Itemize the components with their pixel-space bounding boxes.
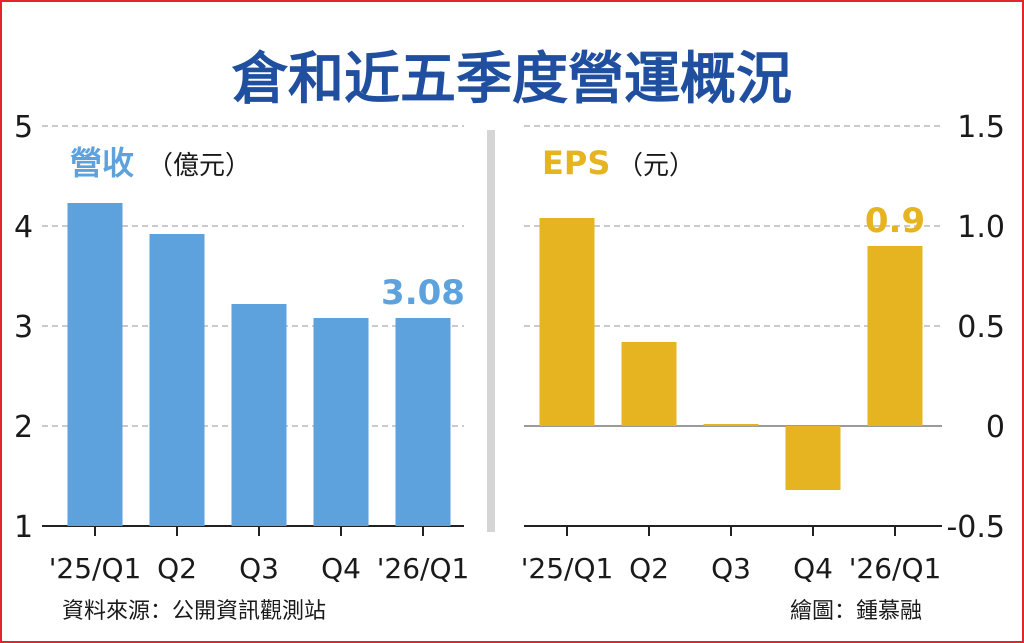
bar xyxy=(149,234,205,526)
eps-panel: -0.5 0 0.5 1.0 1.5 '25/Q1 Q2 Q3 Q4 '26/Q1 0.9 xyxy=(521,110,1005,585)
y-tick-label: 0.5 xyxy=(957,310,1005,345)
bar xyxy=(313,318,369,526)
revenue-panel: 1 2 3 4 5 '25/Q1 Q2 Q3 Q4 '26/Q1 3.08 xyxy=(14,110,469,585)
y-tick-label: 5 xyxy=(14,110,33,145)
data-label: 3.08 xyxy=(381,273,465,313)
bar xyxy=(785,426,841,490)
y-tick-label: 2 xyxy=(14,410,33,445)
y-tick-label: 1.5 xyxy=(957,110,1005,145)
bar xyxy=(539,218,595,426)
y-tick-label: -0.5 xyxy=(946,510,1005,545)
revenue-unit-label: （億元） xyxy=(147,151,251,181)
x-tick-label: Q2 xyxy=(157,552,197,585)
x-tick-label: Q2 xyxy=(629,552,669,585)
bar xyxy=(867,246,923,426)
y-tick-label: 1 xyxy=(14,510,33,545)
source-note: 資料來源：公開資訊觀測站 xyxy=(62,599,326,624)
bar xyxy=(231,304,287,526)
chart-title: 倉和近五季度營運概況 xyxy=(231,47,792,112)
x-tick-label: '26/Q1 xyxy=(849,552,942,585)
x-tick-label: Q3 xyxy=(711,552,751,585)
x-tick-label: Q4 xyxy=(321,552,361,585)
y-tick-label: 1.0 xyxy=(957,210,1005,245)
bar xyxy=(621,342,677,426)
y-tick-label: 0 xyxy=(986,410,1005,445)
bar xyxy=(67,203,123,526)
y-tick-label: 4 xyxy=(14,210,33,245)
x-tick-label: '26/Q1 xyxy=(377,552,470,585)
credit-note: 繪圖：鍾慕融 xyxy=(790,599,922,624)
data-label: 0.9 xyxy=(865,201,925,241)
y-tick-label: 3 xyxy=(14,310,33,345)
revenue-series-label: 營收 xyxy=(70,144,134,182)
x-tick-label: Q4 xyxy=(793,552,833,585)
x-tick-label: Q3 xyxy=(239,552,279,585)
x-tick-label: '25/Q1 xyxy=(49,552,142,585)
bar xyxy=(395,318,451,526)
bar xyxy=(703,424,759,426)
eps-unit-label: （元） xyxy=(617,151,695,181)
x-tick-label: '25/Q1 xyxy=(521,552,614,585)
panel-divider xyxy=(487,130,495,532)
eps-series-label: EPS xyxy=(542,144,610,182)
